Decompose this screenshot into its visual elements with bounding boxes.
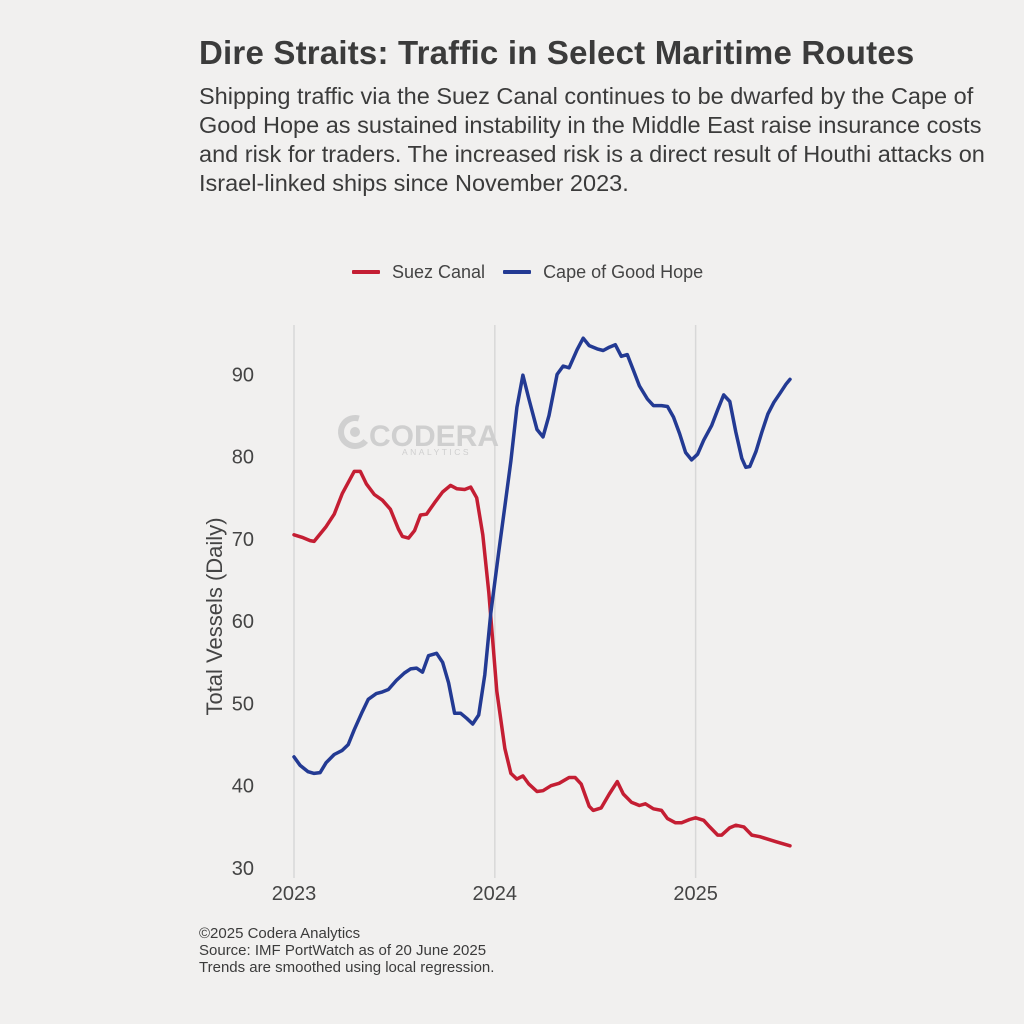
legend-item-cape: Cape of Good Hope	[503, 262, 703, 283]
watermark-name: CODERA	[369, 420, 499, 453]
grid-layer	[293, 325, 697, 878]
y-tick-label-80: 80	[232, 447, 254, 469]
y-tick-label-90: 90	[232, 364, 254, 386]
footer-source: Source: IMF PortWatch as of 20 June 2025	[199, 942, 487, 959]
y-tick-label-60: 60	[232, 611, 254, 633]
footer-note: Trends are smoothed using local regressi…	[199, 959, 495, 976]
y-tick-label-40: 40	[232, 776, 254, 798]
watermark-sub: ANALYTICS	[402, 447, 471, 457]
chart-subtitle: Shipping traffic via the Suez Canal cont…	[199, 83, 985, 196]
y-tick-label-30: 30	[232, 858, 254, 880]
y-axis-title: Total Vessels (Daily)	[202, 517, 227, 715]
chart-title: Dire Straits: Traffic in Select Maritime…	[199, 34, 915, 71]
y-tick-label-70: 70	[232, 529, 254, 551]
legend-swatch-suez	[352, 270, 380, 274]
legend: Suez Canal Cape of Good Hope	[352, 260, 721, 284]
x-tick-label-2024: 2024	[473, 883, 518, 905]
x-tick-label-2023: 2023	[272, 883, 317, 905]
footer-copyright: ©2025 Codera Analytics	[199, 925, 361, 942]
series-layer	[292, 336, 792, 848]
codera-logo-icon	[338, 415, 372, 449]
axis-layer: 30 40 50 60 70 80 90 2023 2024 2025	[232, 364, 718, 905]
footer-caption: ©2025 Codera Analytics Source: IMF PortW…	[199, 925, 494, 976]
legend-label-suez: Suez Canal	[392, 261, 486, 282]
x-tick-label-2025: 2025	[673, 883, 718, 905]
legend-item-suez: Suez Canal	[352, 262, 485, 283]
series-line-cape-of-good-hope	[292, 336, 792, 776]
series-line-suez-canal	[292, 469, 792, 848]
legend-label-cape: Cape of Good Hope	[543, 261, 704, 282]
watermark: CODERA ANALYTICS	[338, 415, 499, 457]
legend-swatch-cape	[503, 270, 532, 274]
y-tick-label-50: 50	[232, 693, 254, 715]
